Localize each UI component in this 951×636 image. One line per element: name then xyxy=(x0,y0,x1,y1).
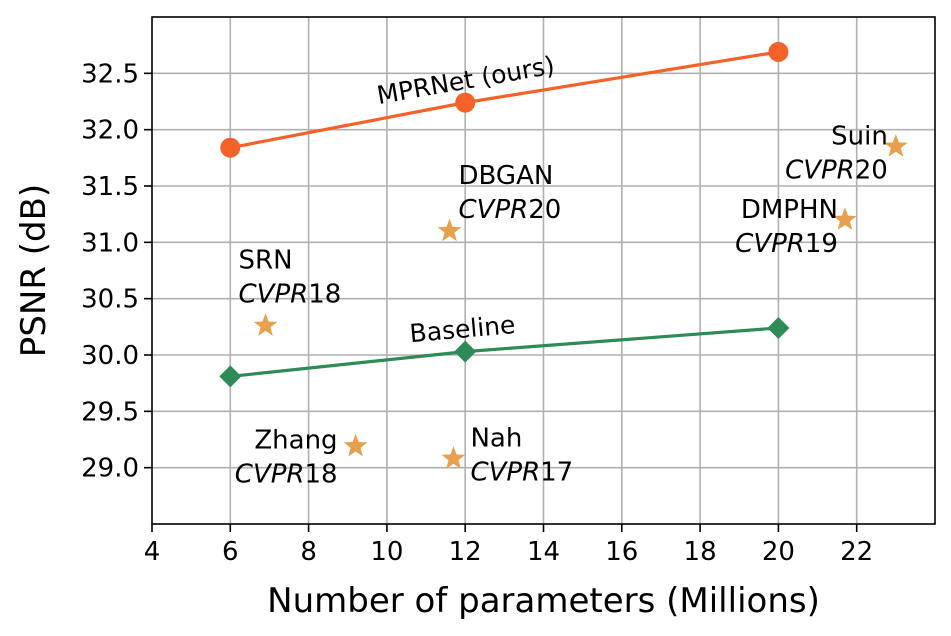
baseline-point xyxy=(219,365,242,388)
mprnet-point xyxy=(768,41,789,62)
x-tick-label: 8 xyxy=(300,537,317,567)
dmphn-venue-name: CVPR xyxy=(735,229,805,259)
x-tick-label: 4 xyxy=(144,537,161,567)
dbgan-star xyxy=(437,218,462,242)
tick-layer: 4 6 8 10 12 14 16 18 20 22 29.0 29.5 30.0 30.5 31.0 31.… xyxy=(81,59,873,567)
dbgan-name: DBGAN xyxy=(459,161,554,191)
srn-venue-name: CVPR xyxy=(239,280,309,310)
x-tick-label: 10 xyxy=(370,537,403,567)
nah-star xyxy=(441,446,466,469)
dmphn-star xyxy=(833,207,857,230)
suin-star xyxy=(883,134,908,157)
mprnet-point xyxy=(220,137,241,158)
y-tick-label: 29.0 xyxy=(81,454,139,484)
dmphn-venue-year: 19 xyxy=(805,229,838,259)
x-tick-label: 16 xyxy=(605,537,638,567)
srn-venue-year: 18 xyxy=(308,280,341,310)
y-tick-label: 30.5 xyxy=(81,285,139,315)
nah-venue: CVPR17 xyxy=(470,458,573,488)
x-tick-label: 12 xyxy=(449,537,482,567)
suin-name: Suin xyxy=(831,122,888,152)
y-tick-label: 32.5 xyxy=(81,59,139,89)
zhang-venue: CVPR18 xyxy=(235,459,338,489)
y-axis-title: PSNR (dB) xyxy=(14,184,54,357)
suin-venue-name: CVPR xyxy=(785,156,855,186)
x-tick-label: 22 xyxy=(840,537,873,567)
zhang-star xyxy=(343,433,368,457)
y-tick-label: 31.5 xyxy=(81,172,139,202)
nah-venue-year: 17 xyxy=(540,458,573,488)
srn-name: SRN xyxy=(239,246,293,276)
baseline-point xyxy=(767,316,790,339)
x-tick-label: 20 xyxy=(762,537,795,567)
dmphn-name: DMPHN xyxy=(741,195,838,225)
dbgan-venue-name: CVPR xyxy=(459,195,529,225)
grid-layer xyxy=(152,17,935,524)
zhang-venue-year: 18 xyxy=(304,459,337,489)
x-axis-title: Number of parameters (Millions) xyxy=(267,581,820,621)
x-tick-label: 6 xyxy=(222,537,239,567)
srn-venue: CVPR18 xyxy=(239,280,342,310)
y-tick-label: 32.0 xyxy=(81,116,139,146)
x-tick-label: 14 xyxy=(527,537,560,567)
dmphn-venue: CVPR19 xyxy=(735,229,838,259)
zhang-name: Zhang xyxy=(254,425,337,455)
baseline-point xyxy=(454,340,477,363)
y-tick-label: 31.0 xyxy=(81,228,139,258)
suin-venue: CVPR20 xyxy=(785,156,888,186)
y-tick-label: 30.0 xyxy=(81,341,139,371)
dbgan-venue: CVPR20 xyxy=(459,195,562,225)
zhang-venue-name: CVPR xyxy=(235,459,305,489)
srn-star xyxy=(253,313,278,336)
baseline-label: Baseline xyxy=(408,310,516,348)
nah-name: Nah xyxy=(470,424,522,454)
mprnet-point xyxy=(455,92,476,113)
x-tick-label: 18 xyxy=(684,537,717,567)
nah-venue-name: CVPR xyxy=(470,458,540,488)
dbgan-venue-year: 20 xyxy=(528,195,561,225)
suin-venue-year: 20 xyxy=(855,156,888,186)
y-tick-label: 29.5 xyxy=(81,397,139,427)
